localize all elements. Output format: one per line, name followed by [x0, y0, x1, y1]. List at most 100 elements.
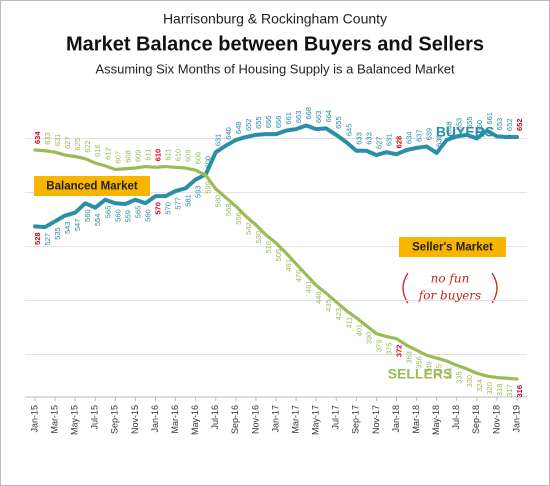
series-name: BUYERS: [436, 124, 494, 140]
data-label: 505: [274, 249, 283, 262]
data-label: 622: [83, 140, 92, 153]
x-tick-label: Nov-15: [130, 405, 140, 434]
x-tick-label: Jan-18: [391, 405, 401, 433]
x-tick-label: Nov-18: [491, 405, 501, 434]
x-tick-label: May-15: [70, 405, 80, 435]
data-label: 516: [264, 241, 273, 254]
x-tick-label: Nov-16: [250, 405, 260, 434]
data-label: 609: [184, 150, 193, 163]
data-label: 616: [93, 144, 102, 157]
data-label: 528: [33, 232, 42, 245]
x-tick-label: Jan-15: [29, 405, 39, 433]
data-label: 652: [244, 119, 253, 132]
data-label: 637: [415, 129, 424, 142]
data-label: 668: [304, 107, 313, 120]
data-label: 446: [314, 291, 323, 304]
data-label: 349: [425, 361, 434, 374]
data-label: 656: [274, 116, 283, 129]
data-label: 461: [304, 281, 313, 294]
data-label: 593: [194, 186, 203, 199]
data-label: 363: [405, 351, 414, 364]
data-label: 627: [63, 137, 72, 150]
data-label: 633: [364, 132, 373, 145]
x-tick-label: Nov-17: [371, 405, 381, 434]
data-label: 600: [204, 156, 213, 169]
data-label: 633: [43, 132, 52, 145]
x-tick-label: Jul-18: [451, 405, 461, 430]
data-label: 648: [445, 121, 454, 134]
data-label: 535: [53, 227, 62, 240]
data-label: 580: [214, 195, 223, 208]
x-tick-label: Mar-17: [290, 405, 300, 434]
data-label: 565: [133, 206, 142, 219]
sellers-market-label-box: [399, 237, 506, 257]
data-label: 401: [354, 324, 363, 337]
data-label: 652: [515, 119, 524, 132]
data-label: 527: [43, 233, 52, 246]
data-label: 581: [184, 194, 193, 207]
data-label: 653: [455, 118, 464, 131]
data-label: 639: [425, 128, 434, 141]
x-tick-label: Jan-19: [511, 405, 521, 433]
x-tick-label: Jan-17: [270, 405, 280, 433]
note: no fun: [431, 272, 470, 286]
x-tick-label: May-16: [190, 405, 200, 435]
data-label: 634: [405, 132, 414, 145]
x-tick-label: Sep-15: [110, 405, 120, 434]
data-label: 568: [224, 204, 233, 217]
note: for buyers: [418, 289, 481, 303]
data-label: 320: [485, 382, 494, 395]
data-label: 318: [495, 384, 504, 397]
series-line: [33, 148, 519, 381]
x-tick-label: May-17: [311, 405, 321, 435]
chart-subtitle: Assuming Six Months of Housing Supply is…: [95, 61, 455, 76]
data-label: 664: [324, 110, 333, 123]
chart-title: Market Balance between Buyers and Seller…: [66, 33, 484, 55]
data-label: 611: [164, 149, 173, 161]
data-label: 556: [234, 212, 243, 225]
data-label: 610: [153, 149, 162, 162]
x-tick-label: Jul-16: [210, 405, 220, 430]
data-label: 379: [374, 340, 383, 353]
data-label: 560: [143, 209, 152, 222]
x-tick-label: Mar-18: [411, 405, 421, 434]
data-label: 661: [284, 112, 293, 125]
data-label: 634: [33, 131, 42, 144]
x-tick-label: Sep-17: [351, 405, 361, 434]
x-tick-label: Jul-15: [90, 405, 100, 430]
balanced-market-label-box: [34, 176, 150, 196]
data-label: 372: [394, 345, 403, 358]
series-line: [33, 123, 519, 230]
x-tick-label: Mar-15: [49, 405, 59, 434]
data-label: 609: [133, 150, 142, 163]
chart-supertitle: Harrisonburg & Rockingham County: [163, 11, 387, 27]
data-label: 633: [354, 132, 363, 145]
data-label: 543: [63, 222, 72, 235]
series-name: SELLERS: [388, 366, 453, 382]
data-label: 559: [123, 210, 132, 223]
data-label: 640: [224, 127, 233, 140]
data-label: 324: [475, 379, 484, 392]
data-label: 423: [334, 308, 343, 321]
data-label: 356: [415, 356, 424, 369]
data-label: 390: [364, 332, 373, 345]
data-label: 656: [264, 116, 273, 129]
data-label: 560: [113, 209, 122, 222]
data-label: 627: [374, 137, 383, 150]
sellers-market-label: Seller's Market: [412, 242, 493, 254]
data-label: 663: [314, 111, 323, 124]
data-label: 435: [324, 299, 333, 312]
data-label: 630: [435, 134, 444, 147]
data-label: 530: [254, 231, 263, 244]
data-label: 335: [455, 371, 464, 384]
data-label: 612: [103, 147, 112, 160]
data-label: 411: [344, 317, 353, 329]
data-label: 653: [495, 118, 504, 131]
data-label: 547: [73, 219, 82, 232]
data-label: 625: [73, 138, 82, 151]
data-label: 330: [465, 375, 474, 388]
data-label: 608: [123, 150, 132, 163]
data-label: 631: [53, 134, 62, 147]
data-label: 607: [113, 151, 122, 164]
